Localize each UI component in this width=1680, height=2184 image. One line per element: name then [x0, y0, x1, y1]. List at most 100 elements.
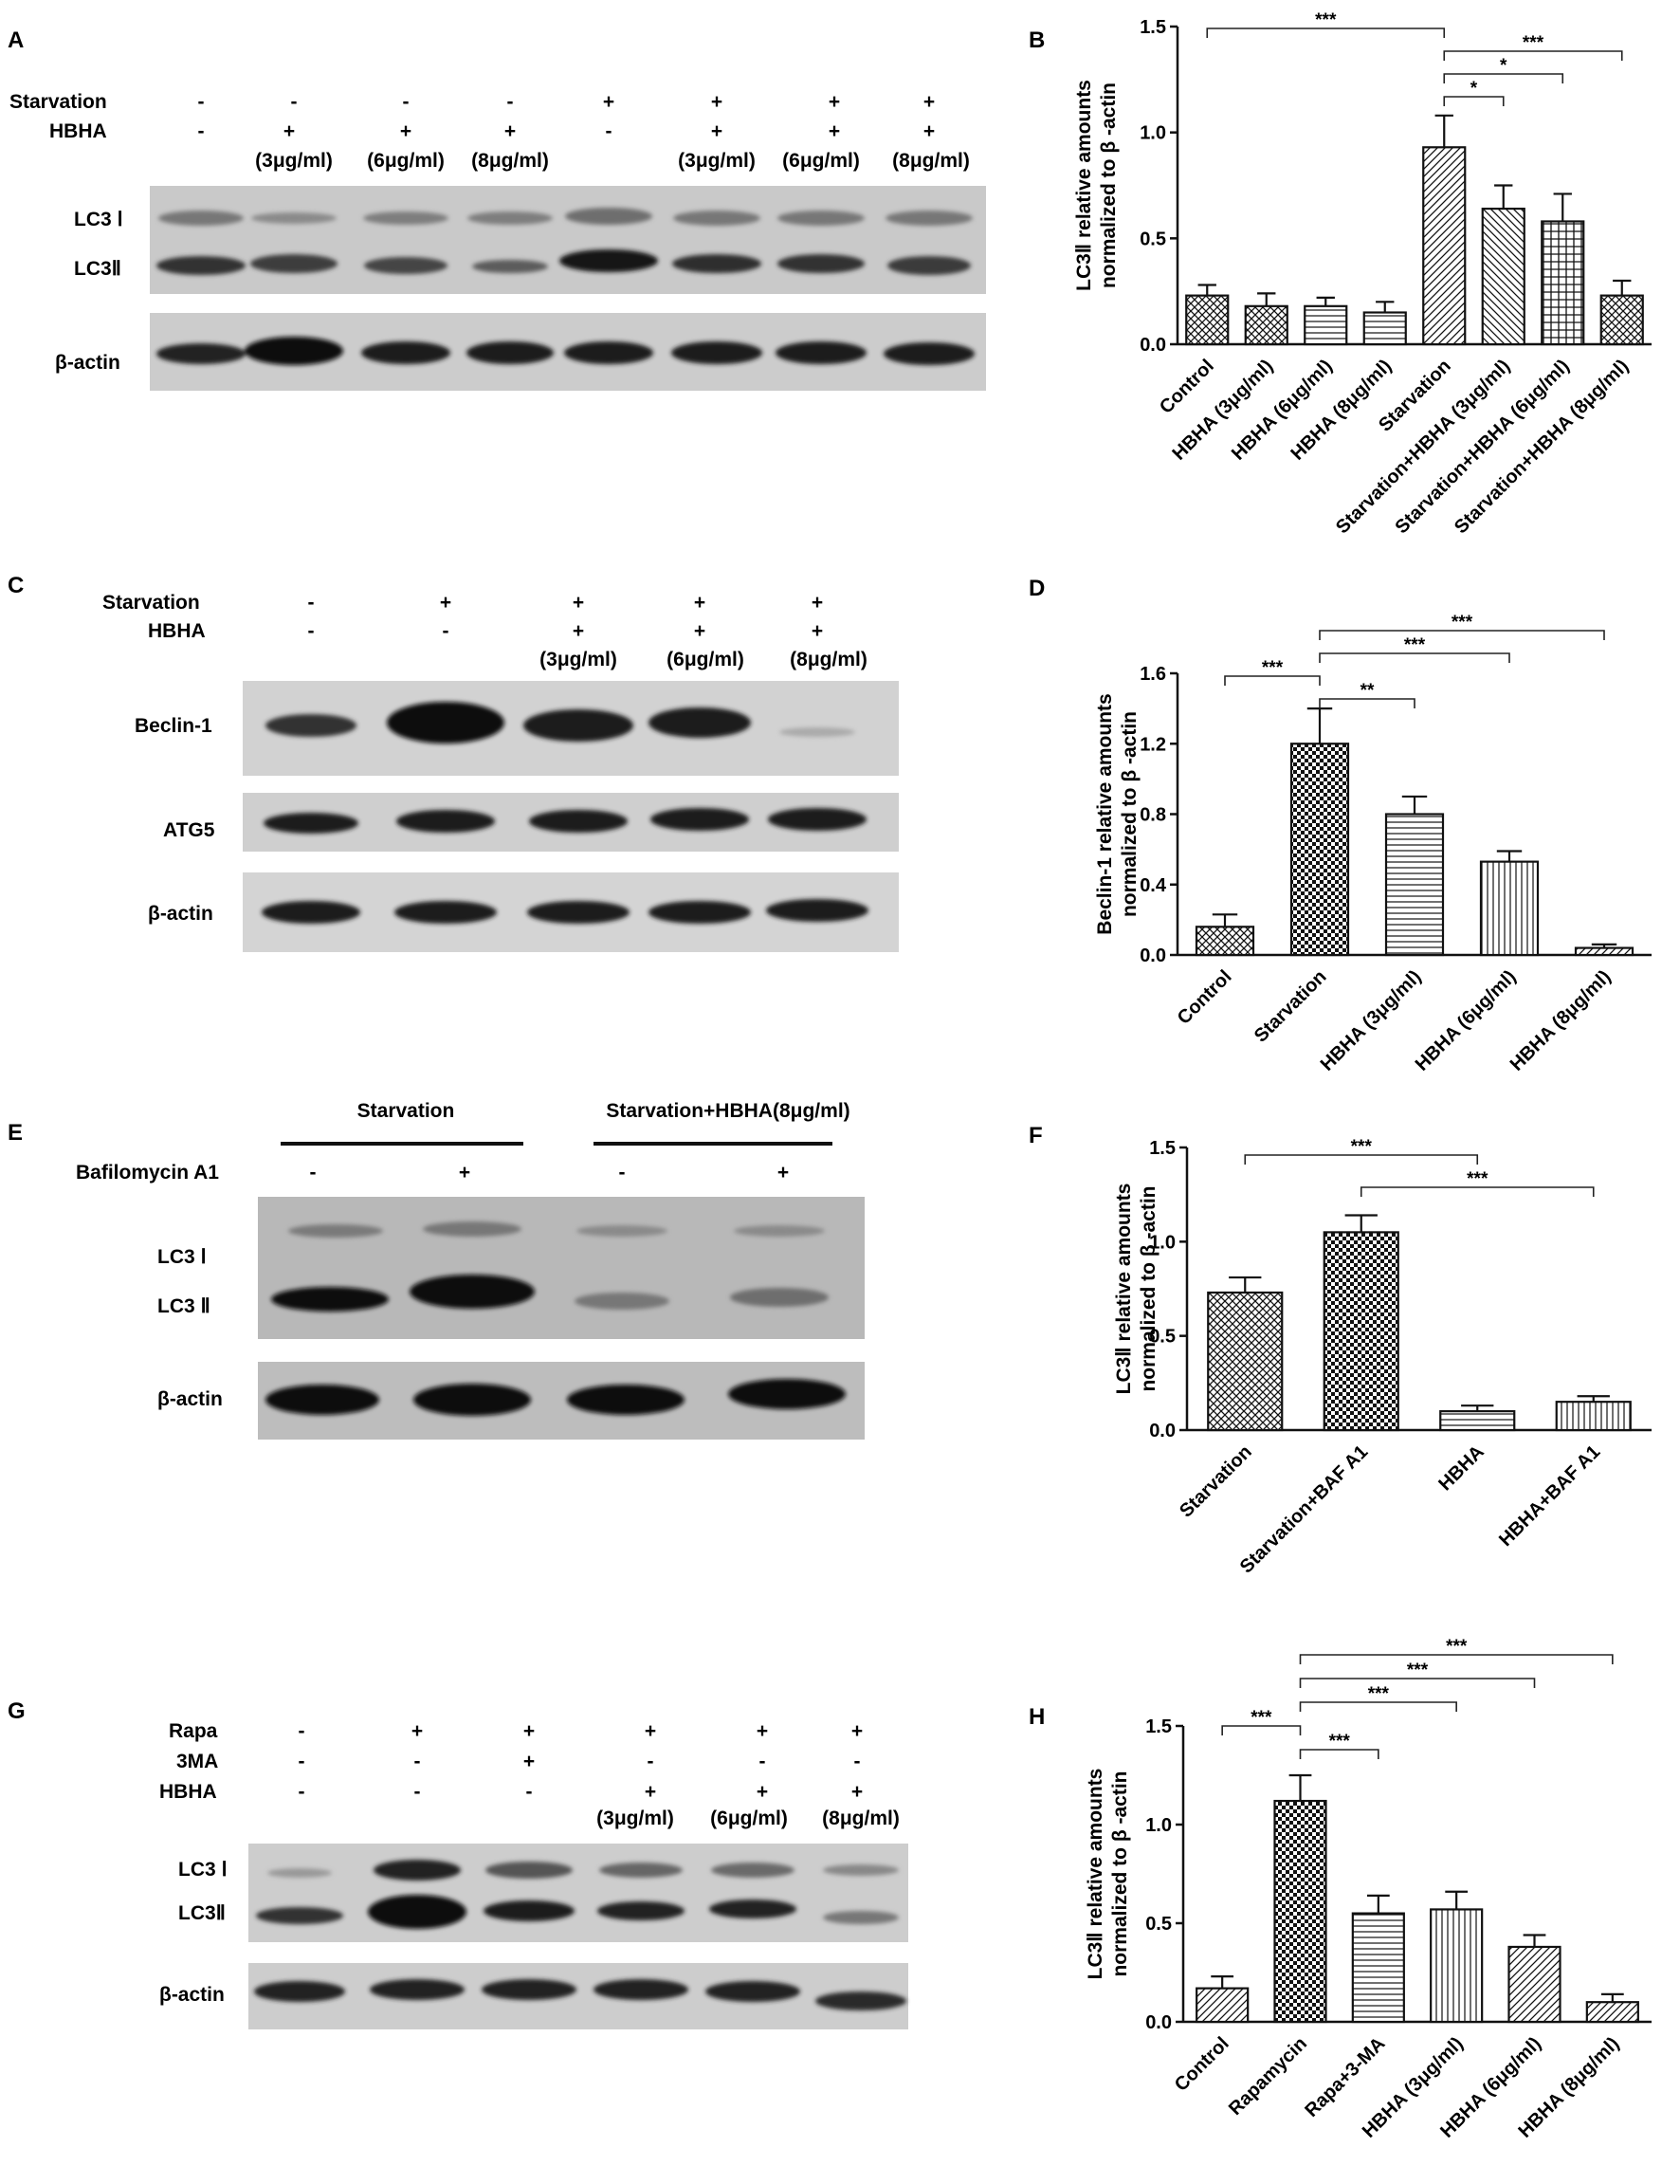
bar — [1289, 743, 1350, 957]
dose-label: (8μg/ml) — [822, 1808, 900, 1829]
significance-label: * — [1470, 79, 1478, 99]
y-tick-label: 1.0 — [1145, 1815, 1172, 1836]
band — [466, 341, 554, 364]
x-tick-label: HBHA (8μg/ml) — [1507, 966, 1616, 1075]
band — [267, 1868, 332, 1878]
sign-mark: + — [757, 1720, 768, 1742]
band — [482, 1979, 576, 2000]
dose-label: (6μg/ml) — [667, 649, 744, 670]
y-tick-label: 0.8 — [1140, 805, 1166, 826]
band — [886, 211, 973, 226]
sign-mark: + — [573, 592, 584, 614]
sign-mark: + — [645, 1720, 656, 1742]
sign-mark: - — [414, 1751, 421, 1772]
sign-mark: + — [711, 120, 722, 142]
significance-label: *** — [1262, 658, 1284, 678]
sign-mark: - — [759, 1751, 766, 1772]
band-label: LC3 Ⅱ — [157, 1295, 210, 1317]
x-tick-label: HBHA — [1434, 1441, 1488, 1495]
band — [250, 254, 338, 273]
y-axis-label: LC3Ⅱ relative amounts — [1085, 1769, 1106, 1980]
bar — [1362, 311, 1407, 346]
sign-mark: + — [283, 120, 295, 142]
bar — [1244, 304, 1288, 346]
bar — [1185, 294, 1230, 346]
dose-label: (3μg/ml) — [255, 150, 333, 172]
blot-c: Starvation HBHA - + + + + - - + + + (3μg… — [102, 592, 899, 952]
sign-mark: - — [526, 1781, 533, 1803]
significance-label: *** — [1467, 1169, 1488, 1189]
band — [251, 212, 337, 224]
bar — [1384, 813, 1445, 957]
sign-mark: + — [777, 1162, 789, 1184]
significance-bracket — [1299, 1749, 1379, 1759]
bar — [1207, 1291, 1284, 1432]
panel-letter-b: B — [1029, 28, 1045, 53]
blot-g: Rapa 3MA HBHA - + + + + + - - + - - - - … — [159, 1720, 908, 2029]
band — [271, 1287, 389, 1312]
y-axis-label: normalized to β -actin — [1119, 711, 1141, 917]
bar — [1574, 946, 1634, 957]
y-tick-label: 0.4 — [1140, 875, 1167, 896]
sign-mark: - — [291, 91, 298, 113]
significance-bracket — [1443, 96, 1505, 106]
x-tick-label: HBHA (3μg/ml) — [1317, 966, 1426, 1075]
band — [363, 211, 448, 225]
blot-membrane — [248, 1963, 908, 2029]
blot-a-condition-label: HBHA — [49, 120, 107, 142]
significance-bracket — [1319, 630, 1605, 640]
significance-bracket — [1319, 698, 1415, 708]
y-axis-label: normalized to β -actin — [1109, 1771, 1131, 1976]
band — [559, 249, 658, 272]
sign-mark: - — [414, 1781, 421, 1803]
significance-label: ** — [1360, 681, 1375, 701]
band — [396, 810, 495, 833]
band-label: LC3Ⅱ — [74, 258, 121, 280]
band — [485, 1862, 573, 1879]
sign-mark: - — [507, 91, 514, 113]
band — [887, 256, 971, 275]
x-tick-label: HBHA (8μg/ml) — [1287, 356, 1396, 465]
significance-bracket — [1319, 652, 1510, 663]
sign-mark: + — [440, 592, 451, 614]
dose-label: (3μg/ml) — [596, 1808, 674, 1829]
bar — [1273, 1799, 1327, 2024]
significance-bracket — [1443, 50, 1623, 61]
y-tick-label: 1.2 — [1140, 734, 1166, 755]
sign-mark: - — [619, 1162, 626, 1184]
significance-label: *** — [1329, 1732, 1351, 1752]
band — [672, 254, 761, 273]
sign-mark: - — [198, 120, 205, 142]
band — [370, 1979, 465, 2000]
band — [254, 1981, 345, 2002]
band — [728, 1379, 846, 1409]
panel-letter-d: D — [1029, 576, 1045, 601]
band-label: β-actin — [55, 352, 120, 374]
y-tick-label: 0.5 — [1140, 229, 1166, 249]
band — [884, 342, 975, 365]
sign-mark: + — [812, 592, 823, 614]
blot-membrane — [150, 186, 986, 294]
sign-mark: - — [308, 620, 315, 642]
y-tick-label: 0.0 — [1140, 945, 1166, 966]
panel-letter-h: H — [1029, 1704, 1045, 1730]
sign-mark: + — [694, 592, 705, 614]
x-tick-label: Rapamycin — [1225, 2033, 1311, 2120]
band — [823, 1911, 899, 1924]
band — [565, 208, 652, 225]
dose-label: (8μg/ml) — [790, 649, 867, 670]
y-axis-label: normalized to β -actin — [1098, 83, 1120, 288]
bar — [1304, 304, 1348, 346]
blot-membrane — [258, 1197, 865, 1339]
bar — [1351, 1912, 1405, 2024]
significance-bracket — [1244, 1154, 1479, 1165]
bar — [1479, 860, 1540, 957]
y-tick-label: 1.5 — [1149, 1138, 1176, 1159]
blot-a-condition-label: Starvation — [9, 91, 107, 113]
blot-g-condition-label: HBHA — [159, 1781, 217, 1803]
band-label: β-actin — [159, 1984, 225, 2006]
band — [648, 707, 751, 738]
band — [593, 1979, 688, 2000]
dose-label: (6μg/ml) — [710, 1808, 788, 1829]
band-label: ATG5 — [163, 819, 215, 841]
